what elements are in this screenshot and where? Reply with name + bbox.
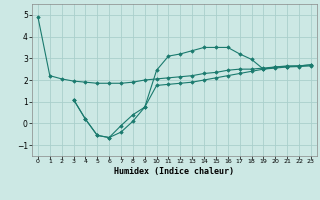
X-axis label: Humidex (Indice chaleur): Humidex (Indice chaleur) [115, 167, 234, 176]
